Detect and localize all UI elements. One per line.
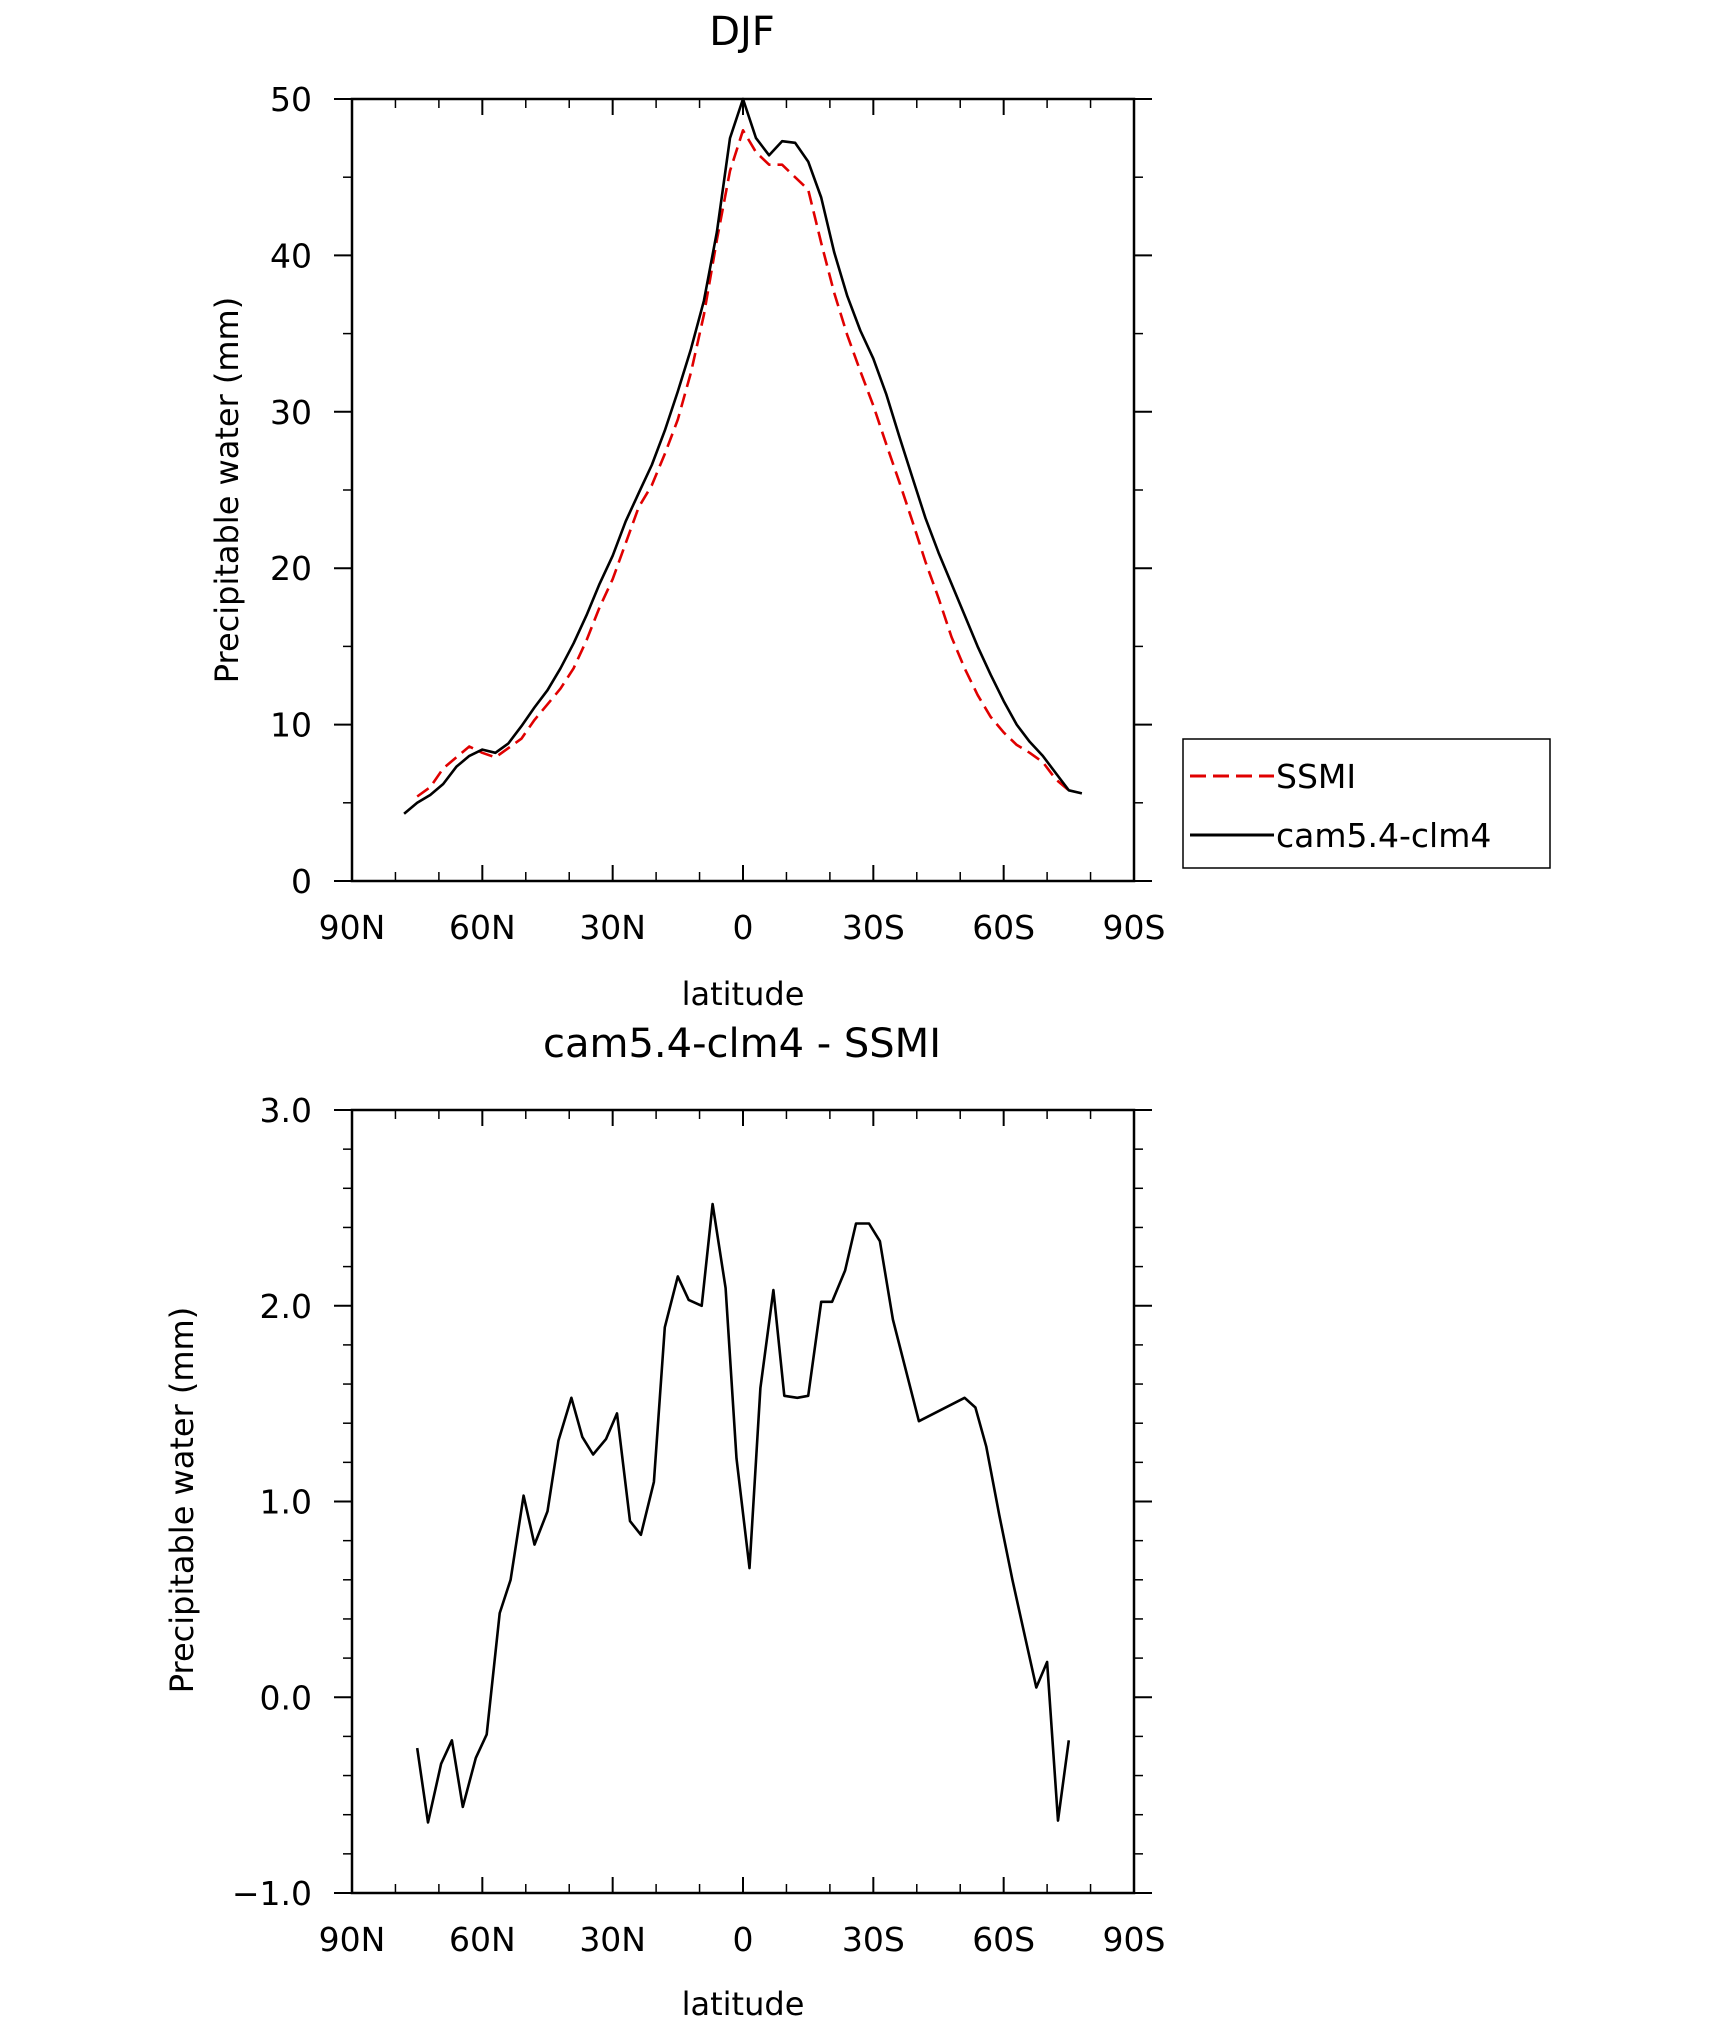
difference-chart: cam5.4-clm4 - SSMI 90N 60N 30N 0 30S 60S 90S −1… (163, 1021, 1165, 2021)
x-tick-label: 30N (579, 908, 646, 947)
y-tick-label: 2.0 (260, 1287, 312, 1326)
y-tick-label: −1.0 (232, 1874, 312, 1913)
x-tick-label: 90N (319, 908, 386, 947)
y-axis-label: Precipitable water (mm) (163, 1307, 201, 1693)
series-line-ssmi (416, 129, 1070, 798)
y-tick-label: 20 (270, 549, 312, 588)
y-tick-label: 50 (270, 80, 312, 119)
x-tick-label: 60N (449, 1920, 516, 1959)
x-tick-label: 90S (1103, 908, 1166, 947)
y-tick-label: 0.0 (260, 1678, 312, 1717)
series-line-cam5-4-clm4 (403, 97, 1083, 815)
x-tick-label: 30N (579, 1920, 646, 1959)
y-tick-label: 40 (270, 236, 312, 275)
x-tick-label: 0 (733, 1920, 754, 1959)
x-tick-label: 60S (972, 908, 1035, 947)
precipitable-water-chart: DJF 90N 60N 30N 0 30S 60S 90S 0 10 20 30 40 50 latit… (208, 9, 1551, 1013)
legend-label-ssmi: SSMI (1276, 757, 1356, 796)
y-tick-label: 10 (270, 706, 312, 745)
y-tick-label: 3.0 (260, 1091, 312, 1130)
x-tick-label: 0 (733, 908, 754, 947)
legend: SSMI cam5.4-clm4 (1182, 738, 1551, 869)
legend-box (1182, 738, 1551, 869)
y-tick-label: 1.0 (260, 1483, 312, 1522)
y-axis-label: Precipitable water (mm) (208, 297, 246, 683)
series-line-difference (415, 1202, 1071, 1824)
legend-label-cam: cam5.4-clm4 (1276, 816, 1491, 855)
x-tick-label: 60N (449, 908, 516, 947)
x-axis-label: latitude (682, 1985, 805, 2021)
x-axis-label: latitude (682, 975, 805, 1013)
x-tick-label: 30S (842, 908, 905, 947)
x-tick-label: 90S (1103, 1920, 1166, 1959)
chart-title: cam5.4-clm4 - SSMI (543, 1021, 941, 1067)
y-tick-label: 0 (291, 862, 312, 901)
chart-title: DJF (709, 9, 775, 55)
x-tick-label: 60S (972, 1920, 1035, 1959)
x-tick-label: 90N (319, 1920, 386, 1959)
x-tick-label: 30S (842, 1920, 905, 1959)
y-tick-label: 30 (270, 393, 312, 432)
